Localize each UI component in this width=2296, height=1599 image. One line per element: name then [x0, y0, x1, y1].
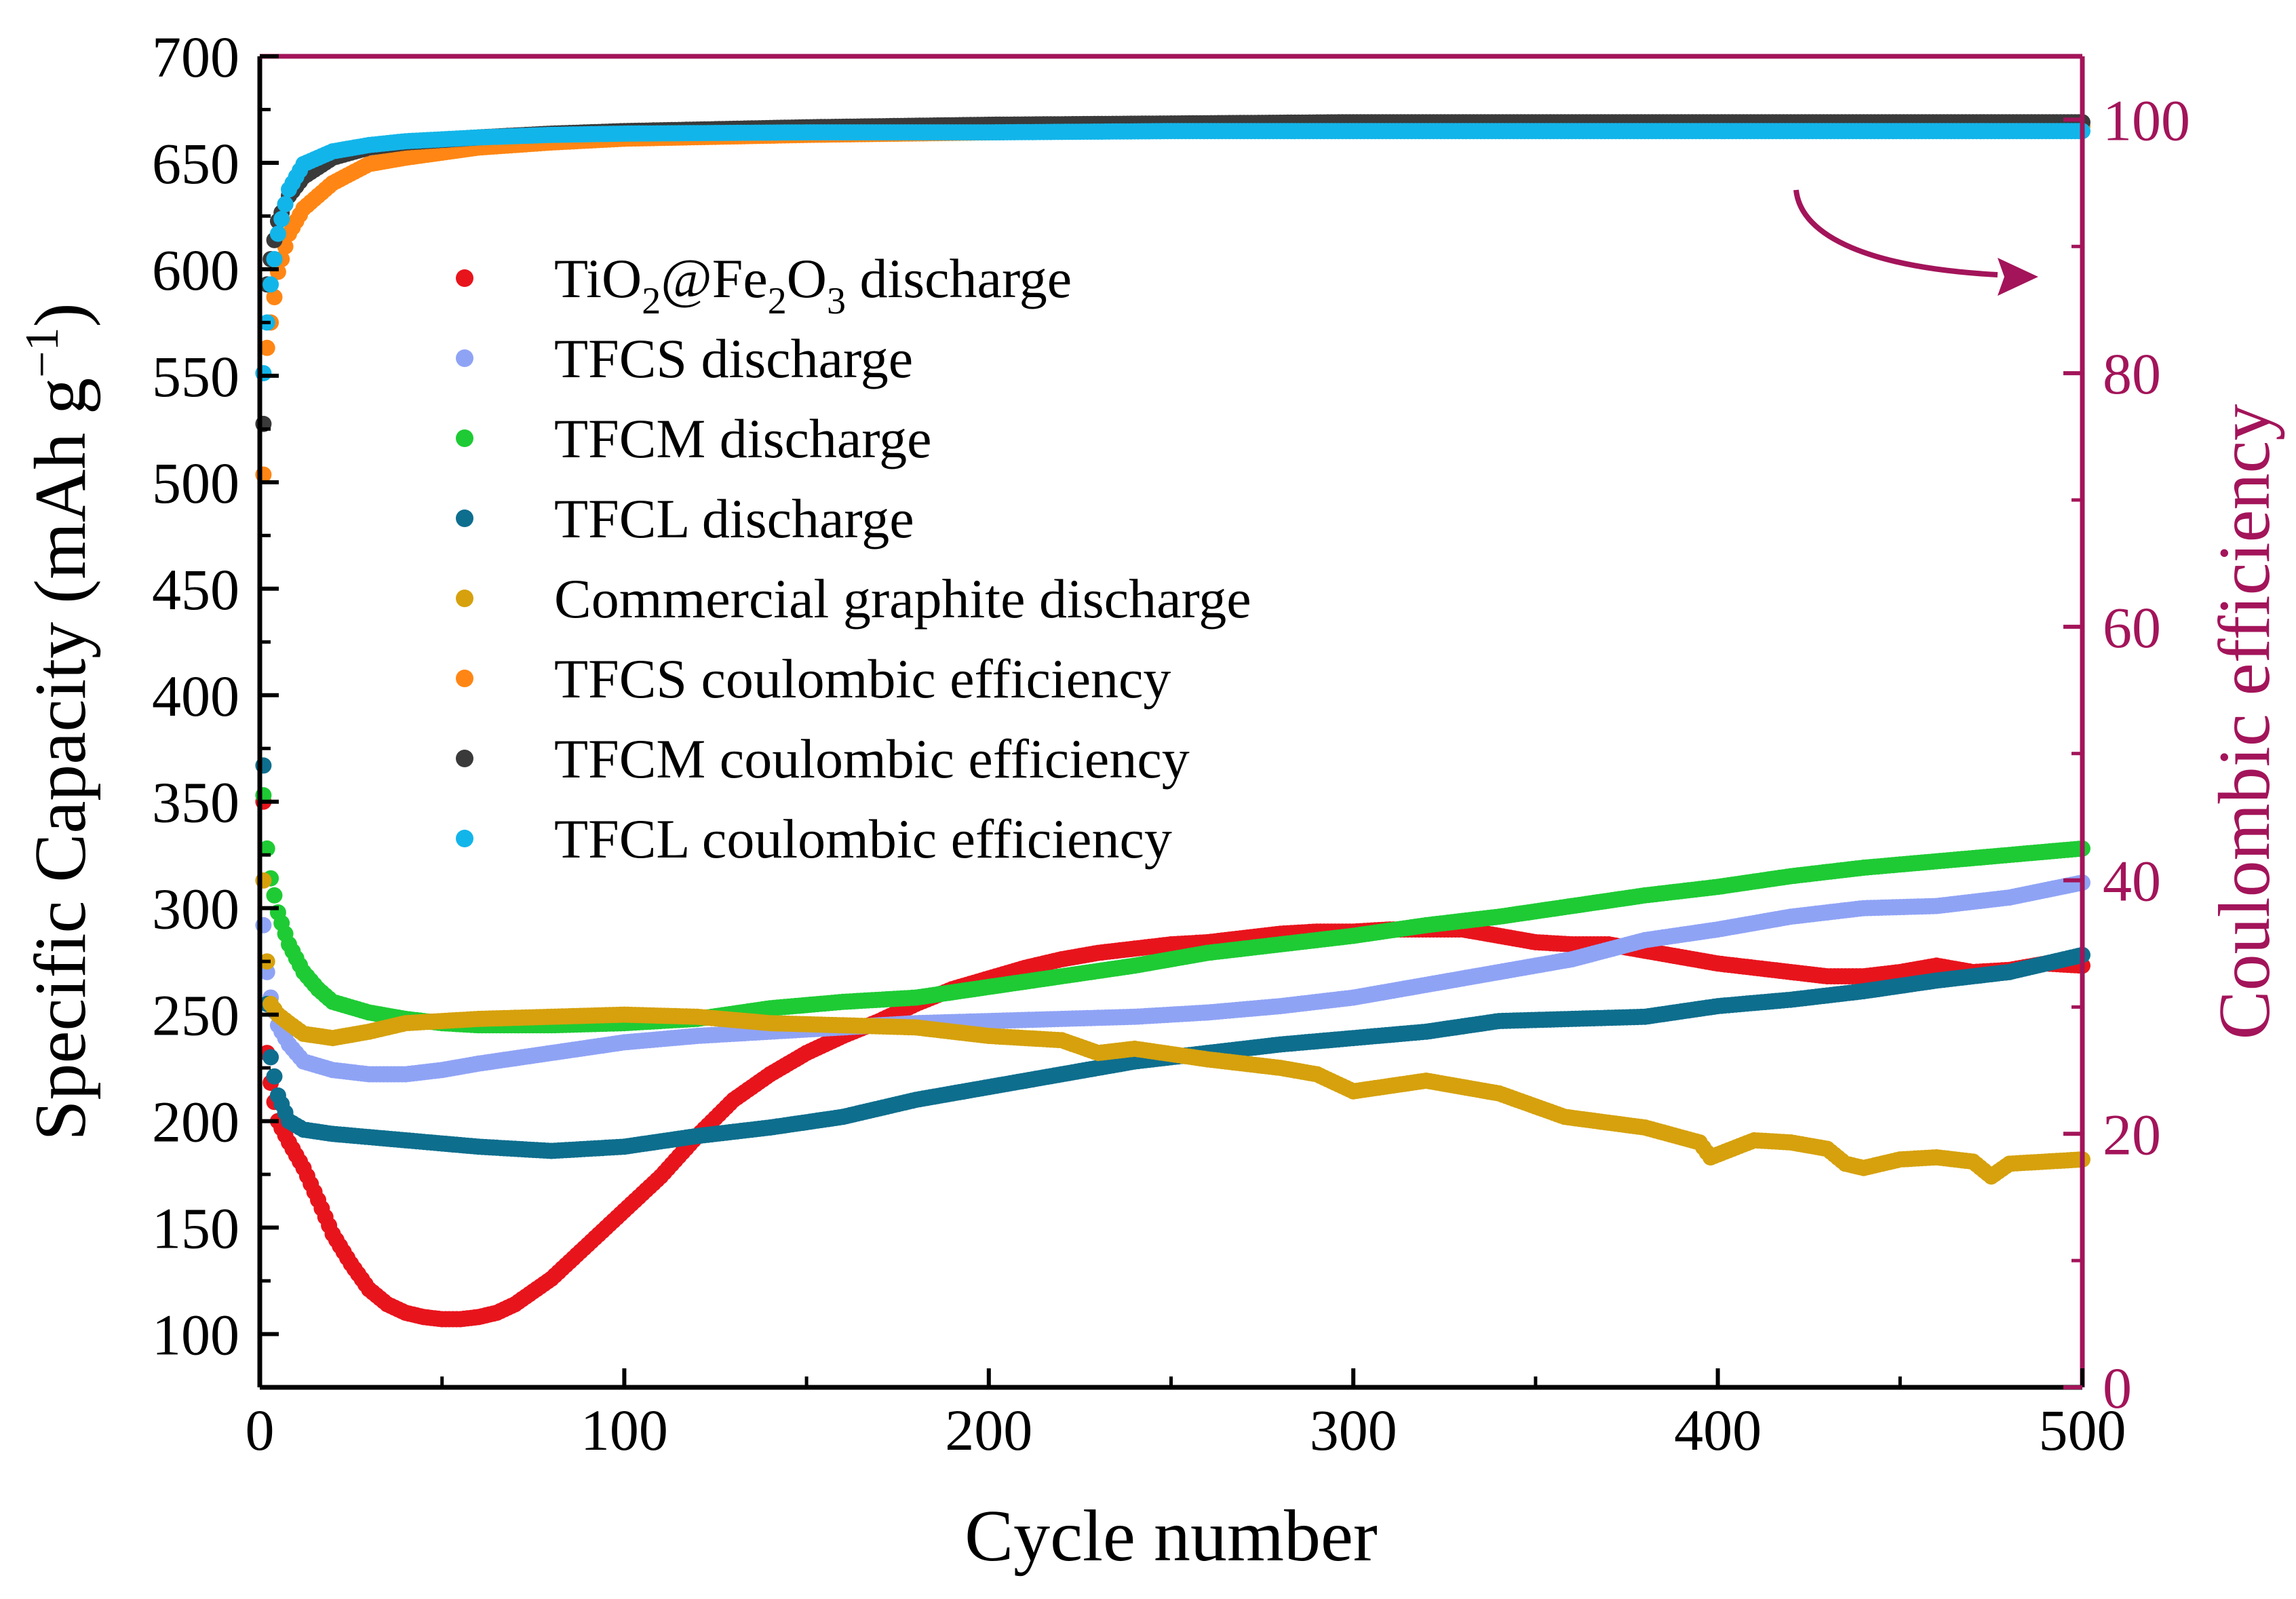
legend-marker — [456, 349, 473, 367]
y-left-tick-label: 100 — [152, 1303, 239, 1368]
data-point — [269, 225, 286, 242]
legend-marker — [456, 590, 473, 607]
y-left-tick-label: 650 — [152, 131, 239, 196]
y-left-tick-label: 200 — [152, 1090, 239, 1155]
data-point — [277, 196, 294, 212]
y-left-tick-label: 150 — [152, 1196, 239, 1261]
x-axis-title: Cycle number — [965, 1496, 1378, 1577]
data-point — [262, 1049, 279, 1066]
legend-marker — [456, 509, 473, 527]
legend-label-part: O — [787, 248, 827, 309]
x-tick-label: 100 — [581, 1398, 668, 1463]
legend-label-part: 2 — [768, 280, 787, 322]
data-point — [266, 887, 283, 904]
y-left-title-close: ) — [20, 303, 101, 327]
legend-label-part: TFCM discharge — [554, 408, 932, 469]
x-tick-label: 200 — [945, 1398, 1032, 1463]
data-point — [273, 210, 290, 227]
annotation-arrow-head — [1998, 258, 2038, 296]
y-left-tick-label: 400 — [152, 663, 239, 729]
data-points-layer — [255, 114, 2090, 1328]
data-point — [266, 289, 283, 305]
data-point — [262, 276, 279, 293]
series-tfcm-coulombic-efficiency — [255, 114, 2090, 432]
legend-label-part: TiO — [554, 248, 642, 309]
series-tfcl-coulombic-efficiency — [255, 123, 2090, 382]
x-tick-label: 0 — [246, 1398, 275, 1463]
y-right-axis-title: Coulombic efficiency — [2204, 404, 2285, 1040]
series-tfcs-coulombic-efficiency — [255, 117, 2090, 483]
y-left-title-sup: −1 — [16, 327, 69, 377]
data-point — [258, 339, 275, 356]
y-left-tick-label: 250 — [152, 983, 239, 1048]
y-right-tick-label: 80 — [2103, 341, 2161, 406]
data-point — [266, 251, 283, 267]
y-left-tick-label: 500 — [152, 450, 239, 516]
legend-marker — [456, 269, 473, 287]
y-left-tick-label: 600 — [152, 237, 239, 303]
legend-label-part: TFCS discharge — [554, 328, 913, 389]
data-point — [266, 1068, 283, 1085]
legend-label: TFCS discharge — [554, 328, 913, 389]
legend-marker — [456, 830, 473, 847]
y-right-tick-label: 40 — [2103, 849, 2161, 914]
legend-label-part: 2 — [642, 280, 661, 322]
legend-label: TFCL coulombic efficiency — [554, 808, 1172, 870]
legend-marker — [456, 429, 473, 447]
legend-label-part: 3 — [827, 280, 846, 322]
legend-label: TFCS coulombic efficiency — [554, 648, 1171, 710]
x-tick-label: 300 — [1310, 1398, 1397, 1463]
data-point — [258, 840, 275, 857]
annotation-layer — [1793, 189, 2038, 296]
annotation-arrow-curve — [1793, 189, 1998, 277]
x-tick-label: 400 — [1674, 1398, 1762, 1463]
y-right-tick-label: 100 — [2103, 88, 2190, 153]
series-commercial-graphite-discharge — [255, 872, 2090, 1185]
axes-layer: 0 100 200 300 400 500100150200250300350400450… — [16, 24, 2285, 1577]
x-tick-label: 500 — [2039, 1398, 2126, 1463]
legend-label-part: TFCS coulombic efficiency — [554, 648, 1171, 710]
legend-label-part: Commercial graphite discharge — [554, 568, 1251, 630]
y-left-tick-label: 550 — [152, 344, 239, 409]
y-left-tick-label: 450 — [152, 557, 239, 622]
y-left-tick-label: 300 — [152, 876, 239, 942]
y-right-tick-label: 60 — [2103, 595, 2161, 660]
y-left-axis-title: Specific Capacity (mAh g−1) — [16, 303, 101, 1140]
y-left-tick-label: 350 — [152, 770, 239, 835]
legend-marker — [456, 750, 473, 767]
legend-label: TFCL discharge — [554, 488, 914, 550]
y-right-tick-label: 0 — [2103, 1355, 2132, 1421]
legend-label-part: TFCL discharge — [554, 488, 914, 550]
y-left-title-main: Specific Capacity (mAh g — [20, 378, 101, 1141]
legend-label: TiO2@Fe2O3 discharge — [554, 248, 1072, 322]
legend-label: TFCM coulombic efficiency — [554, 728, 1190, 790]
legend-marker — [456, 670, 473, 687]
legend-label-part: discharge — [846, 248, 1072, 309]
legend-label-part: TFCL coulombic efficiency — [554, 808, 1172, 870]
y-left-tick-label: 700 — [152, 24, 239, 90]
legend-label: TFCM discharge — [554, 408, 932, 469]
legend-label-part: @Fe — [661, 248, 768, 309]
y-right-tick-label: 20 — [2103, 1102, 2161, 1167]
legend-label: Commercial graphite discharge — [554, 568, 1251, 630]
legend-label-part: TFCM coulombic efficiency — [554, 728, 1190, 790]
